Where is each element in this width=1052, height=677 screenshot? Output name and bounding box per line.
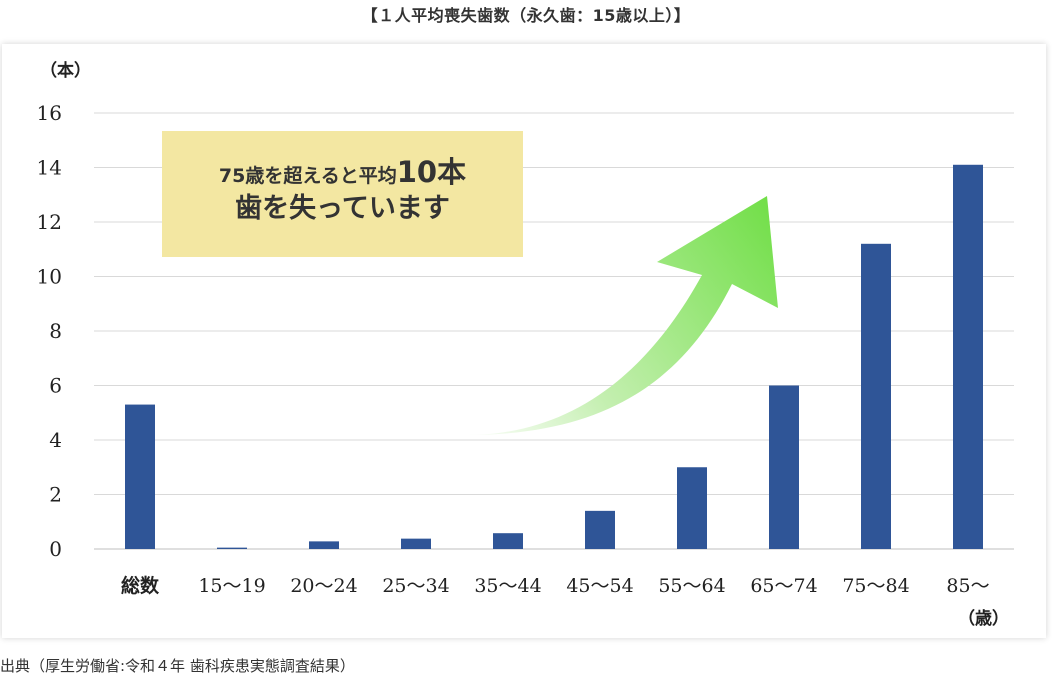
y-tick-label: 12 xyxy=(37,210,62,234)
y-axis-ticks: 0 2 4 6 8 10 12 14 16 xyxy=(37,101,62,561)
bar xyxy=(309,541,339,549)
bar xyxy=(585,510,615,549)
y-tick-label: 4 xyxy=(49,428,62,452)
y-tick-label: 8 xyxy=(49,319,62,343)
x-category-label: 25～34 xyxy=(382,575,449,597)
x-category-label: 総数 xyxy=(121,574,160,597)
x-category-label: 55～64 xyxy=(658,575,725,597)
y-tick-label: 2 xyxy=(49,483,62,507)
bar xyxy=(861,243,891,550)
x-category-label: 35～44 xyxy=(474,575,541,597)
x-category-label: 15～19 xyxy=(198,575,265,597)
bar xyxy=(401,538,431,549)
y-tick-label: 14 xyxy=(37,156,62,180)
callout-line2: 歯を失っています xyxy=(235,193,450,224)
callout-line1: 75歳を超えると平均10本 xyxy=(162,157,523,191)
bar xyxy=(769,385,799,549)
bar xyxy=(953,164,983,549)
bar-chart: 0 2 4 6 8 10 12 14 16 総数 15～19 20～24 25～34 35～44 45～5… xyxy=(37,60,1014,629)
y-axis-unit-label: （本） xyxy=(40,60,91,81)
chart-panel: 0 2 4 6 8 10 12 14 16 総数 15～19 20～24 25～34 35～44 45～5… xyxy=(2,44,1046,638)
bar xyxy=(493,533,523,549)
callout-emphasis: 10本 xyxy=(396,155,467,189)
page-title: 【１人平均喪失歯数（永久歯：15歳以上）】 xyxy=(361,6,691,25)
x-axis-unit-label: （歳） xyxy=(958,608,1009,629)
category-labels: 総数 15～19 20～24 25～34 35～44 45～54 55～64 65～74 75～… xyxy=(121,574,990,597)
x-category-label: 85～ xyxy=(946,575,989,597)
y-tick-label: 0 xyxy=(49,537,62,561)
callout-prefix: 75歳を超えると平均 xyxy=(218,165,397,187)
y-tick-label: 16 xyxy=(37,101,62,125)
bar xyxy=(125,404,155,549)
x-category-label: 20～24 xyxy=(290,575,357,597)
x-category-label: 75～84 xyxy=(842,575,909,597)
bars xyxy=(125,164,983,550)
y-tick-label: 10 xyxy=(37,265,62,289)
bar xyxy=(217,547,247,549)
y-tick-label: 6 xyxy=(49,374,62,398)
bar xyxy=(677,467,707,549)
x-category-label: 45～54 xyxy=(566,575,633,597)
callout-box: 75歳を超えると平均10本 歯を失っています xyxy=(162,131,523,257)
growth-arrow-icon xyxy=(463,196,778,436)
x-category-label: 65～74 xyxy=(750,575,817,597)
source-note: 出典（厚生労働省:令和４年 歯科疾患実態調査結果） xyxy=(0,657,355,675)
